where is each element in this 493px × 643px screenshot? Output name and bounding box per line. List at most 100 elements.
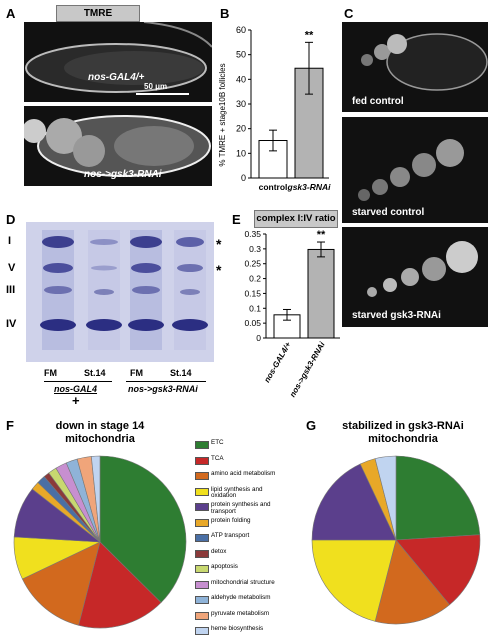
micrograph-gsk3-rnai: nos->gsk3-RNAi: [24, 106, 212, 186]
group1-sub: +: [72, 393, 80, 408]
slice-0: [395, 455, 481, 541]
y-tick-label: 0: [256, 333, 261, 343]
category-label-1: gsk3-RNAi: [287, 182, 332, 192]
group2-line: [126, 381, 206, 382]
category-label-0: nos-GAL4/+: [262, 340, 293, 384]
y-tick-label: 10: [236, 148, 246, 158]
gel-star-1: *: [216, 236, 222, 252]
lane-st14-2: St.14: [170, 368, 192, 378]
micrograph-starved-control: starved control: [342, 117, 488, 223]
lane-fm-1: FM: [44, 368, 57, 378]
chart-g-title-1: stabilized in gsk3-RNAi: [342, 420, 464, 432]
bar-1: [307, 248, 335, 339]
legend-label: ATP transport: [211, 532, 250, 539]
egg-chamber-control-drawing: [25, 22, 212, 95]
slice-12: [91, 455, 101, 543]
legend-swatch: [195, 441, 209, 449]
label-nos-gsk3: nos->gsk3-RNAi: [84, 169, 162, 180]
legend-swatch: [195, 627, 209, 635]
ovariole-starved-gsk3-drawing: [367, 241, 478, 297]
y-tick-label: 0: [241, 173, 246, 183]
legend-label: amino acid metabolism: [211, 470, 276, 477]
slice-1: [78, 541, 162, 629]
significance-stars: **: [317, 229, 326, 241]
y-tick-label: 0.25: [244, 259, 261, 269]
legend-swatch: [195, 487, 209, 496]
y-tick-label: 0.1: [249, 303, 261, 313]
chart-e-title: complex I:IV ratio: [254, 210, 338, 228]
chart-f-title-1: down in stage 14: [55, 420, 145, 432]
legend-swatch: [195, 596, 209, 604]
panel-b-letter: B: [220, 6, 230, 21]
y-tick-label: 0.3: [249, 244, 261, 254]
legend-label: protein synthesis and transport: [211, 501, 271, 515]
micrograph-starved-gsk3: starved gsk3-RNAi: [342, 227, 488, 327]
blue-native-gel: [26, 222, 214, 362]
micrograph-nos-gal4: nos-GAL4/+ 50 μm: [24, 22, 212, 102]
slice-2: [21, 541, 101, 626]
legend-swatch: [195, 534, 209, 542]
slice-1: [395, 534, 481, 606]
gel-bands-drawing: [26, 222, 214, 362]
y-tick-label: 20: [236, 124, 246, 134]
y-tick-label: 0.2: [249, 274, 261, 284]
ovariole-fed-drawing: [361, 33, 488, 91]
legend-swatch: [195, 518, 209, 527]
slice-2: [374, 539, 450, 625]
group1-line: [44, 381, 112, 382]
y-tick-label: 0.05: [244, 318, 261, 328]
legend-label: TCA: [211, 454, 224, 462]
y-tick-label: 50: [236, 50, 246, 60]
legend-label: detox: [211, 547, 227, 555]
legend-label: lipid synthesis and oxidation: [211, 485, 263, 500]
band-label-iv: IV: [6, 318, 17, 330]
slice-0: [99, 455, 187, 603]
label-nos-gal4: nos-GAL4/+: [88, 72, 145, 83]
panel-g-letter: G: [306, 418, 317, 433]
band-label-i: I: [8, 235, 12, 247]
legend-swatch: [195, 456, 209, 465]
y-tick-label: 30: [236, 99, 246, 109]
chart-g-title-2: mitochondria: [368, 433, 438, 445]
panel-e-letter: E: [232, 212, 241, 227]
legend-label: mitochondrial structure: [211, 578, 275, 586]
label-c-1: starved control: [352, 207, 425, 218]
panel-a-letter: A: [6, 6, 16, 21]
chart-e-svg: 0 0.05 0.1 0.15 0.2 0.25 0.3 0.35 nos-GAL4/+ ** no…: [244, 229, 340, 399]
egg-chamber-gsk3-drawing: [24, 115, 211, 177]
chart-g-svg: [311, 455, 481, 625]
band-label-iii: III: [6, 284, 16, 296]
legend-label: apoptosis: [211, 563, 238, 570]
lane-fm-2: FM: [130, 368, 143, 378]
group1-label: nos-GAL4: [54, 384, 98, 394]
legend-label: aldehyde metabolism: [211, 594, 271, 601]
chart-g-title: stabilized in gsk3-RNAi mitochondria: [318, 420, 488, 446]
chart-b-svg: 0 10 20 30 40 50 60 control ** gsk3-RNAi % TMRE +…: [218, 25, 332, 192]
label-c-2: starved gsk3-RNAi: [352, 310, 441, 321]
panel-f-letter: F: [6, 418, 14, 433]
slice-6: [374, 455, 397, 541]
legend-swatch: [195, 549, 209, 558]
legend-label: ETC: [211, 439, 224, 446]
slice-4: [311, 463, 397, 541]
legend-swatch: [195, 580, 209, 589]
legend-swatch: [195, 472, 209, 480]
gel-star-2: *: [216, 262, 222, 278]
y-tick-label: 0.15: [244, 288, 261, 298]
tmre-badge: TMRE: [56, 5, 140, 22]
category-label-0: control: [259, 182, 288, 192]
significance-stars: **: [305, 29, 314, 41]
group2-label: nos->gsk3-RNAi: [128, 384, 198, 394]
legend-label: protein folding: [211, 516, 251, 524]
legend-swatch: [195, 565, 209, 573]
ovariole-starved-drawing: [358, 139, 464, 201]
label-c-0: fed control: [352, 96, 404, 107]
slice-3: [311, 539, 397, 622]
chart-b-ylabel: % TMRE + stage10B follicles: [218, 63, 227, 166]
y-tick-label: 0.35: [244, 229, 261, 239]
chart-f-title: down in stage 14 mitochondria: [30, 420, 170, 446]
pie-legend: ETC TCA amino acid metabolism lipid synthes…: [195, 439, 287, 640]
lane-st14-1: St.14: [84, 368, 106, 378]
band-label-v: V: [8, 262, 16, 274]
y-tick-label: 40: [236, 74, 246, 84]
